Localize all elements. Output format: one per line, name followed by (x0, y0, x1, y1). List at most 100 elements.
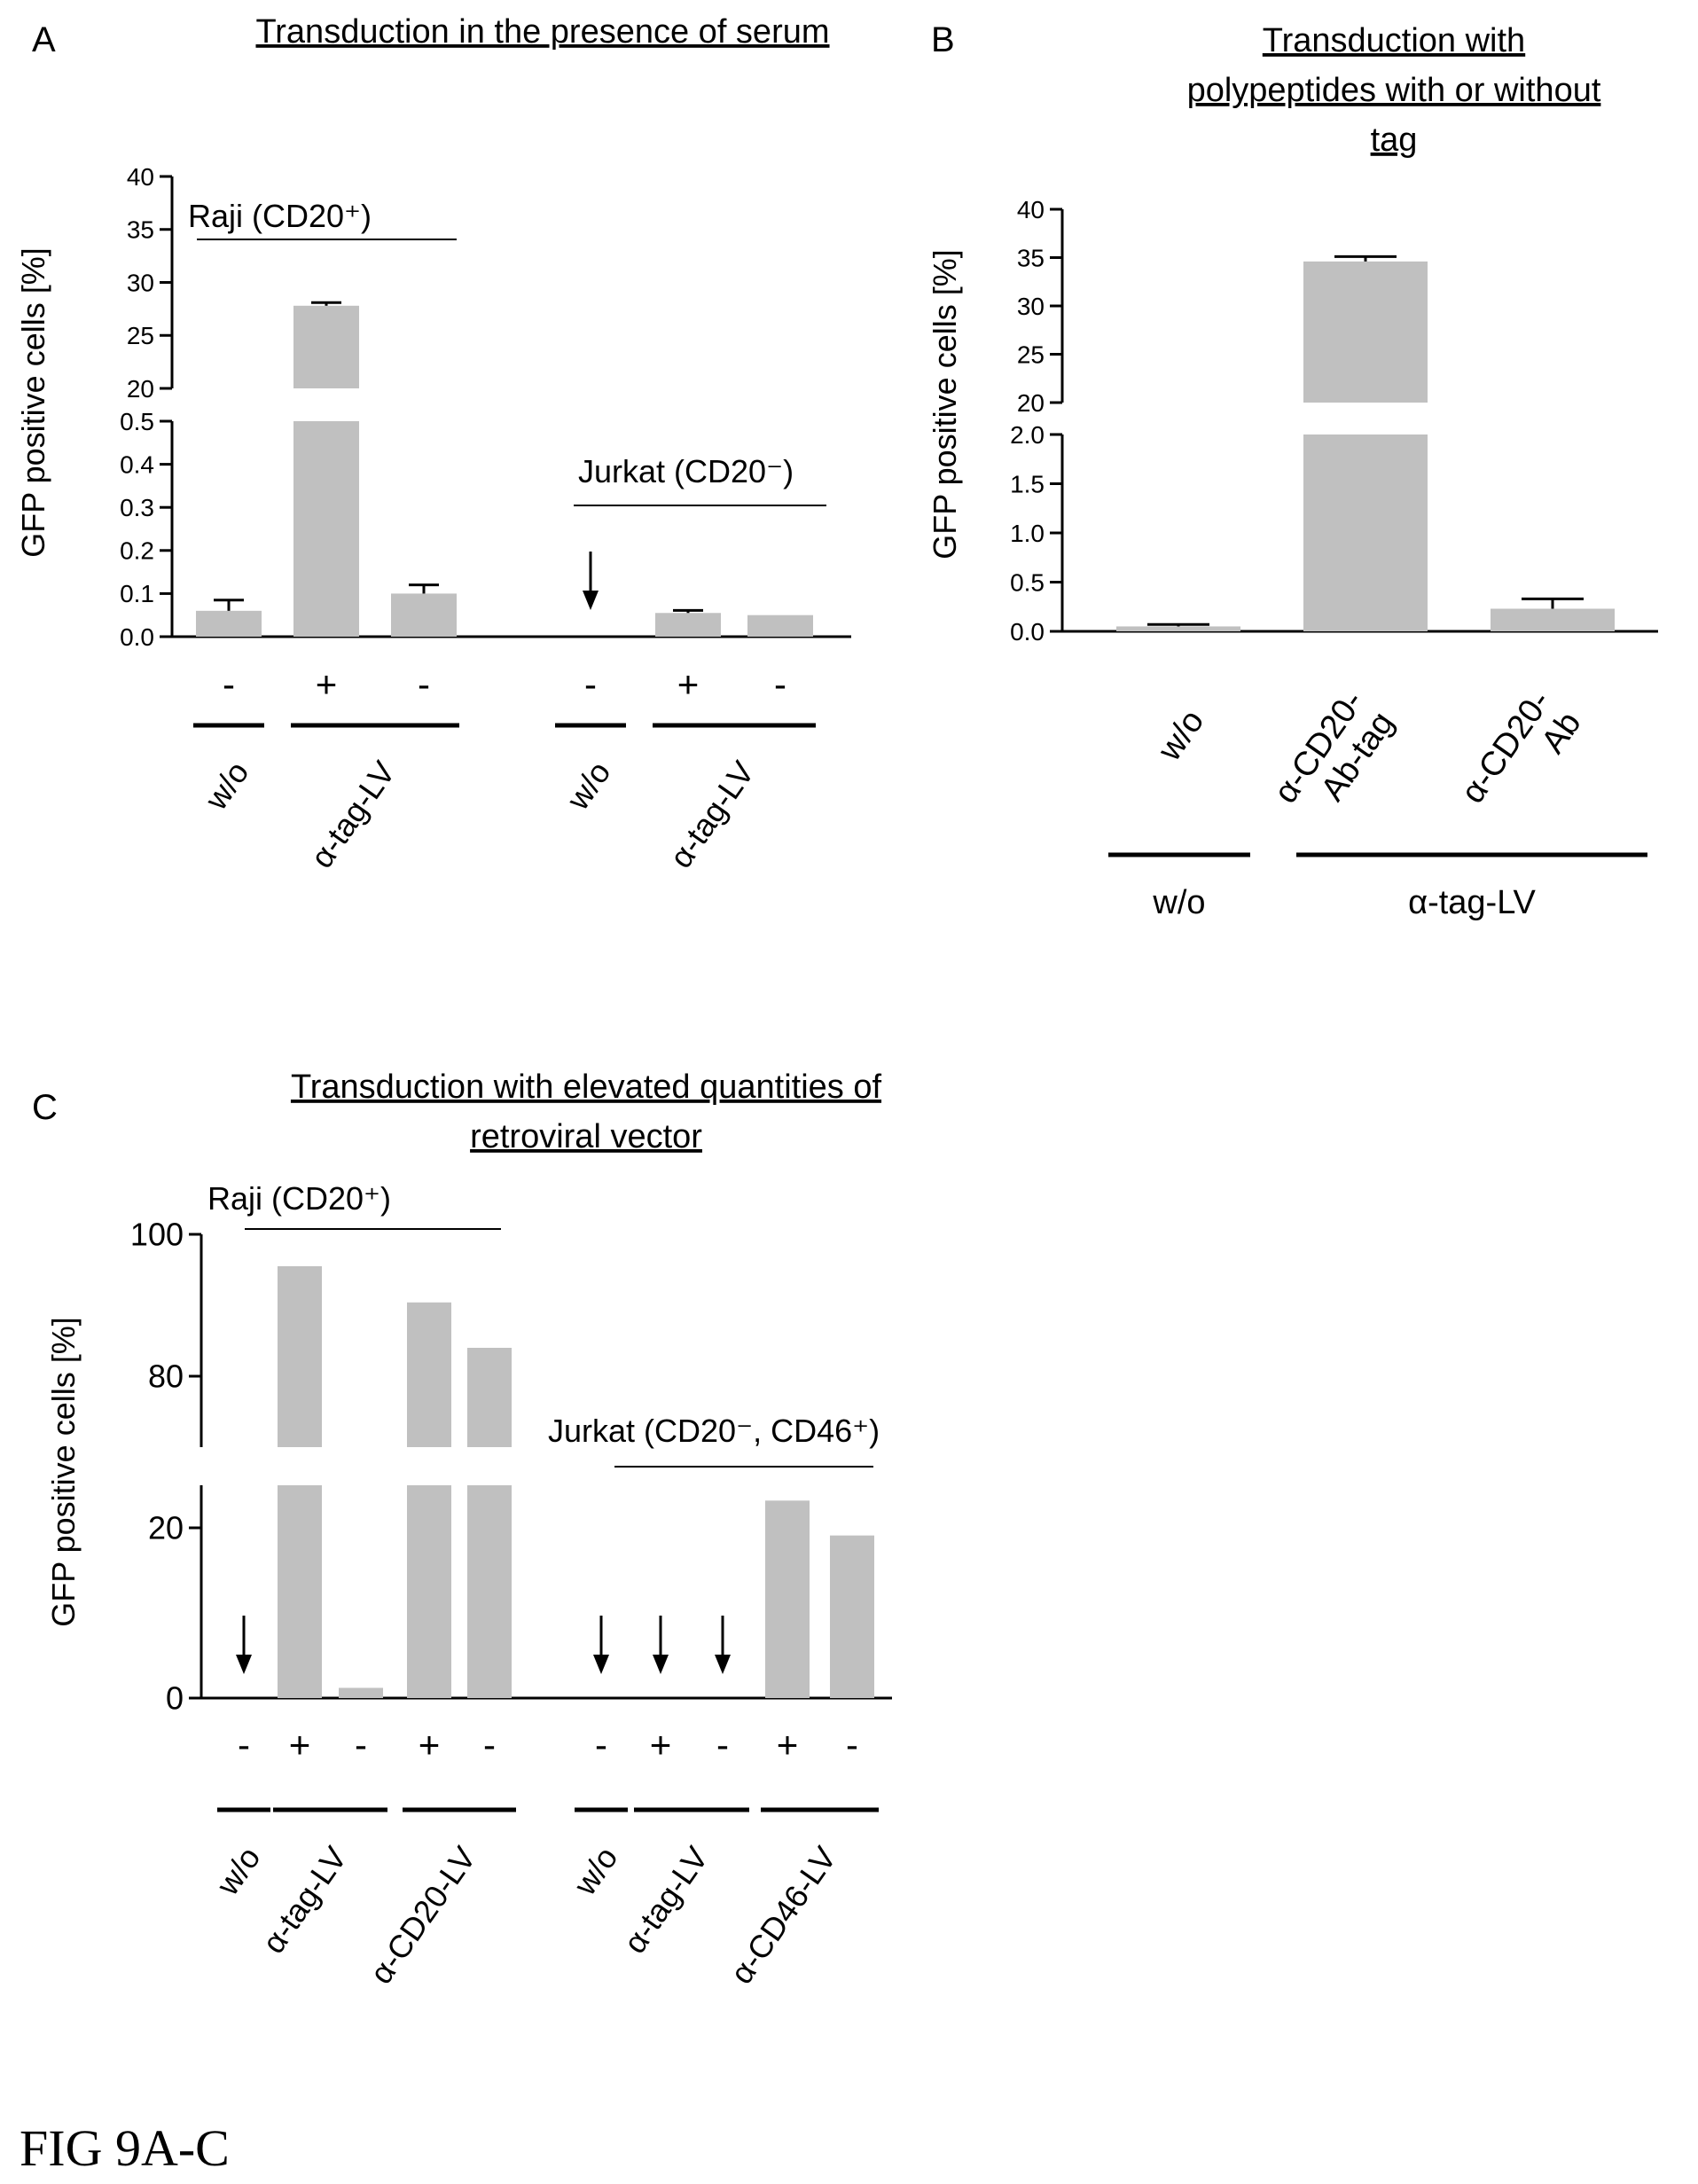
panel-c-title-line1: Transduction with elevated quantities of (291, 1069, 882, 1106)
panel-b-y-tick-label: 25 (1017, 341, 1045, 368)
panel-a-sign-label: - (223, 663, 235, 705)
panel-a: A Transduction in the presence of serum … (15, 13, 851, 874)
panel-c-letter: C (32, 1088, 58, 1127)
panel-c-bar-lower (278, 1485, 322, 1698)
panel-b: B Transduction with polypeptides with or… (927, 20, 1658, 921)
panel-a-axis: 0.0 0.1 0.2 0.3 0.4 0.5 20 25 30 35 40 (120, 163, 174, 651)
panel-a-letter: A (32, 20, 56, 59)
panel-c-y-tick-label: 0 (166, 1680, 184, 1717)
panel-a-y-tick-label: 0.4 (120, 450, 154, 478)
panel-a-bracket-label: α-tag-LV (662, 755, 762, 874)
panel-b-bar (1491, 608, 1615, 631)
panel-c-sign-label: - (846, 1724, 858, 1765)
panel-c-arrow-head (715, 1655, 731, 1674)
panel-c-bracket-label: α-CD46-LV (723, 1840, 843, 1990)
panel-b-bracket-label: w/o (1152, 884, 1205, 921)
panel-b-letter: B (931, 20, 955, 59)
panel-c-bar-upper (467, 1348, 512, 1447)
panel-c-sign-label: + (419, 1724, 441, 1765)
panel-c-title-line2: retroviral vector (470, 1118, 702, 1155)
panel-b-category-label: α-CD20-Ab (1454, 684, 1588, 831)
panel-c-bars: - + - + -w/oα-tag-LV α-CD20-LV- + - + -w/oα-tag-L… (201, 1266, 892, 1991)
panel-c-bar-upper (407, 1302, 451, 1447)
panel-c-bracket-label: w/o (566, 1840, 624, 1902)
panel-b-title-line3: tag (1371, 121, 1418, 159)
panel-c-y-tick-label: 20 (148, 1510, 184, 1546)
panel-b-bar-upper (1303, 261, 1428, 403)
panel-a-sign-label: - (584, 663, 597, 705)
figure-caption: FIG 9A-C (20, 2119, 230, 2177)
panel-b-bracket-label: α-tag-LV (1408, 884, 1536, 921)
jurkat-group-label: Jurkat (CD20⁻) (578, 453, 794, 489)
panel-a-title: Transduction in the presence of serum (255, 13, 829, 51)
panel-a-y-tick-label: 20 (127, 375, 154, 403)
panel-c-y-tick-label: 80 (148, 1358, 184, 1395)
panel-b-category-label: α-CD20-Ab-tag (1267, 684, 1401, 831)
panel-b-y-tick-label: 1.5 (1010, 470, 1045, 497)
panel-b-title-line2: polypeptides with or without (1187, 72, 1601, 109)
panel-a-arrow-head (583, 591, 599, 610)
panel-c-sign-label: - (483, 1724, 496, 1765)
panel-c-arrow (236, 1616, 252, 1674)
panel-a-bar (655, 613, 721, 637)
panel-a-sign-label: - (418, 663, 430, 705)
panel-a-arrow (583, 552, 599, 610)
panel-b-y-tick-label: 30 (1017, 293, 1045, 320)
panel-a-bar (747, 614, 813, 637)
panel-c-arrow (593, 1616, 609, 1674)
panel-a-bars: - + - w/o α-tag-LV - + - w/o α-tag-LV (172, 301, 851, 874)
panel-c-arrow-head (653, 1655, 669, 1674)
panel-b-y-tick-label: 40 (1017, 196, 1045, 223)
panel-c-bar (830, 1535, 874, 1698)
panel-c-bar-lower (467, 1485, 512, 1698)
panel-a-bar-upper (293, 305, 359, 388)
panel-c-bracket-label: w/o (208, 1840, 267, 1902)
panel-b-y-tick-label: 35 (1017, 244, 1045, 271)
panel-c-axis: 0 20 80 100 (130, 1217, 203, 1717)
panel-c-bar-lower (407, 1485, 451, 1698)
raji-group-label: Raji (CD20⁺) (188, 198, 372, 234)
panel-a-y-tick-label: 0.0 (120, 623, 154, 651)
panel-a-bar (391, 593, 457, 637)
panel-c-arrow-head (236, 1655, 252, 1674)
panel-b-bar (1116, 626, 1240, 631)
panel-b-ylabel: GFP positive cells [%] (927, 249, 963, 559)
panel-a-bracket-label: α-tag-LV (303, 755, 403, 874)
panel-c-sign-label: + (777, 1724, 799, 1765)
panel-c-bar (765, 1500, 810, 1698)
panel-a-bar (196, 610, 262, 637)
panel-c-arrow-head (593, 1655, 609, 1674)
panel-c-bracket-label: α-tag-LV (616, 1840, 716, 1960)
jurkat-group-label-c: Jurkat (CD20⁻, CD46⁺) (548, 1413, 880, 1449)
panel-b-y-tick-label: 0.5 (1010, 568, 1045, 596)
panel-a-sign-label: + (316, 663, 338, 705)
panel-c-bracket-label: α-tag-LV (254, 1840, 354, 1960)
panel-c-y-tick-label: 100 (130, 1217, 184, 1253)
panel-c-bracket-label: α-CD20-LV (363, 1840, 483, 1990)
panel-b-category-label: w/o (1150, 703, 1211, 768)
panel-c-sign-label: + (289, 1724, 311, 1765)
panel-c: C Transduction with elevated quantities … (32, 1069, 892, 1991)
panel-a-y-tick-label: 25 (127, 322, 154, 349)
panel-b-title-line1: Transduction with (1263, 22, 1525, 59)
panel-c-sign-label: - (716, 1724, 729, 1765)
panel-b-bar-lower (1303, 434, 1428, 631)
raji-group-label-c: Raji (CD20⁺) (207, 1180, 391, 1217)
panel-c-arrow (653, 1616, 669, 1674)
panel-c-sign-label: - (595, 1724, 607, 1765)
panel-b-y-tick-label: 20 (1017, 389, 1045, 417)
panel-a-y-tick-label: 0.1 (120, 580, 154, 607)
panel-a-sign-label: - (774, 663, 786, 705)
panel-b-bars: w/o α-CD20-Ab-tag α-CD20-Ab w/o α-tag-LV (1062, 254, 1658, 921)
panel-b-y-tick-label: 2.0 (1010, 421, 1045, 449)
panel-a-y-tick-label: 0.2 (120, 537, 154, 565)
panel-a-bar-lower (293, 421, 359, 637)
panel-b-y-tick-label: 0.0 (1010, 618, 1045, 646)
panel-b-axis: 0.0 0.5 1.0 1.5 2.0 20 25 30 35 40 (1010, 196, 1064, 646)
panel-a-bracket-label: w/o (197, 755, 255, 817)
panel-a-sign-label: + (677, 663, 700, 705)
panel-b-y-tick-label: 1.0 (1010, 520, 1045, 547)
panel-c-sign-label: - (238, 1724, 250, 1765)
panel-a-y-tick-label: 0.3 (120, 494, 154, 521)
